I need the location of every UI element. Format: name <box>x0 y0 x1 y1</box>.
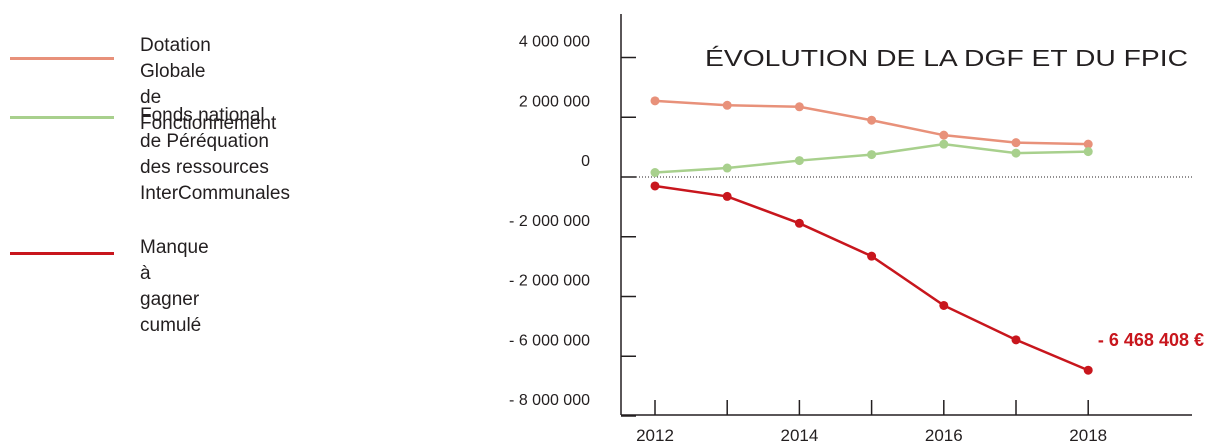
data-label-final: - 6 468 408 € <box>1098 330 1204 350</box>
data-point <box>1083 147 1093 157</box>
x-tick-label: 2012 <box>636 426 674 445</box>
series-2 <box>650 181 1093 375</box>
chart-annotations: - 6 468 408 € <box>1098 330 1204 350</box>
chart-axes: 4 000 000 2 000 000 0 - 2 000 000 - 2 000 00… <box>509 14 1192 445</box>
data-point <box>650 96 660 106</box>
y-tick-label: - 2 000 000 <box>509 273 590 290</box>
data-point <box>794 102 804 112</box>
series-1 <box>650 139 1093 178</box>
data-point <box>1083 139 1093 149</box>
y-tick-label: - 6 000 000 <box>509 332 590 349</box>
series-line <box>654 184 1089 372</box>
data-point <box>794 156 804 166</box>
data-point <box>939 139 949 149</box>
y-tick-label: 0 <box>581 153 590 170</box>
data-point <box>1011 138 1021 148</box>
legend-swatch-dgf <box>10 57 114 60</box>
legend-swatch-fpic <box>10 116 114 119</box>
data-point <box>794 218 804 228</box>
series-0 <box>650 96 1093 149</box>
data-point <box>939 130 949 140</box>
x-tick-label: 2018 <box>1069 426 1107 445</box>
y-tick-label: 2 000 000 <box>519 93 590 110</box>
y-tick-label: - 2 000 000 <box>509 213 590 230</box>
y-tick-label: 4 000 000 <box>519 34 590 51</box>
data-point <box>650 181 660 191</box>
legend-label-dgf: Dotation Globale de Fonctionnement <box>140 35 277 134</box>
chart-title: ÉVOLUTION DE LA DGF ET DU FPIC <box>705 45 1188 71</box>
x-tick-label: 2016 <box>925 426 963 445</box>
data-point <box>939 300 949 310</box>
legend-swatch-manque <box>10 252 114 255</box>
data-point <box>722 100 732 110</box>
legend-label-fpic: Fonds national de Péréquation des ressou… <box>140 105 290 204</box>
data-point <box>867 251 877 261</box>
data-point <box>867 150 877 160</box>
chart-legend: Dotation Globale de Fonctionnement Fonds… <box>0 0 470 336</box>
data-point <box>1083 365 1093 375</box>
data-point <box>1011 148 1021 158</box>
chart-series <box>650 96 1093 375</box>
y-tick-label: - 8 000 000 <box>509 392 590 409</box>
data-point <box>867 115 877 125</box>
data-point <box>722 191 732 201</box>
data-point <box>722 163 732 173</box>
data-point <box>1011 335 1021 345</box>
legend-label-manque: Manque à gagner cumulé <box>140 237 209 336</box>
data-point <box>650 168 660 178</box>
x-tick-label: 2014 <box>780 426 818 445</box>
